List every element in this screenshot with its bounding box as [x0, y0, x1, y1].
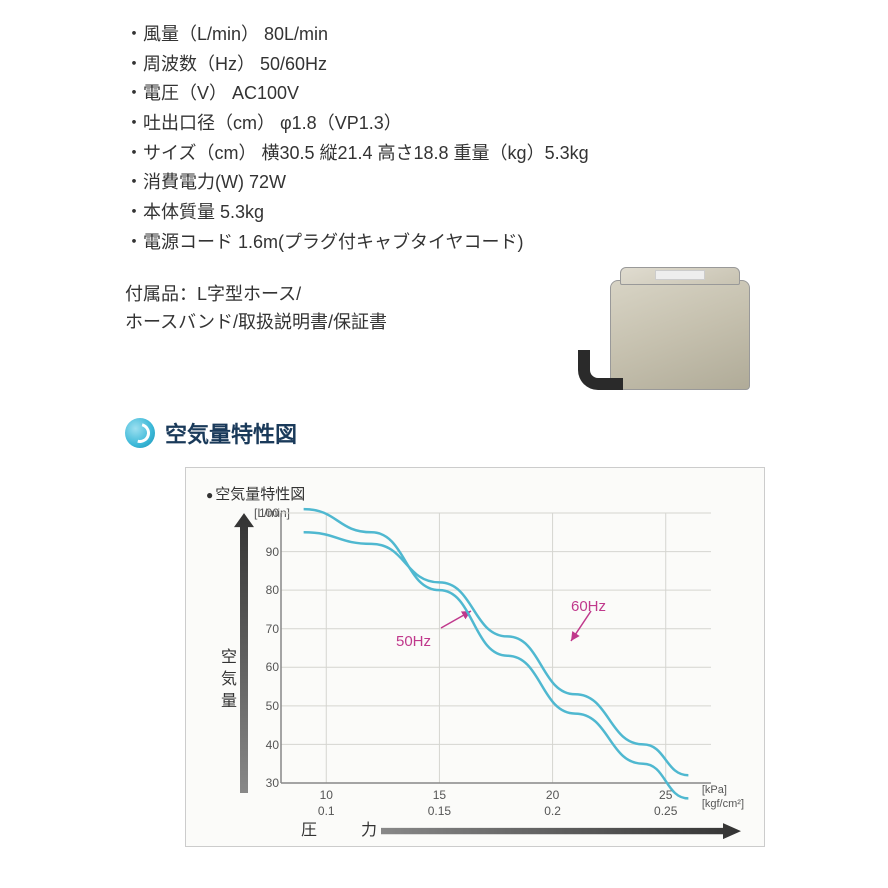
x-tick: 200.2 — [533, 788, 573, 819]
y-tick: 100 — [259, 506, 279, 520]
spec-item: 消費電力(W) 72W — [125, 168, 858, 198]
series-label: 50Hz — [396, 633, 431, 650]
x-tick: 100.1 — [306, 788, 346, 819]
swirl-icon — [125, 418, 155, 448]
x-axis-arrow — [381, 823, 741, 839]
product-image — [570, 255, 770, 405]
spec-item: 風量（L/min） 80L/min — [125, 20, 858, 50]
x-tick: 150.15 — [419, 788, 459, 819]
spec-item: サイズ（cm） 横30.5 縦21.4 高さ18.8 重量（kg）5.3kg — [125, 139, 858, 169]
y-tick: 90 — [259, 545, 279, 559]
y-tick: 80 — [259, 583, 279, 597]
spec-list: 風量（L/min） 80L/min周波数（Hz） 50/60Hz電圧（V） AC… — [125, 20, 858, 258]
spec-item: 吐出口径（cm） φ1.8（VP1.3） — [125, 109, 858, 139]
spec-item: 電源コード 1.6m(プラグ付キャブタイヤコード) — [125, 228, 858, 258]
x-axis-unit: [kPa] [kgf/cm²] — [702, 783, 744, 812]
spec-item: 本体質量 5.3kg — [125, 198, 858, 228]
chart-container: 空気量特性図 空気量 [L/min] 圧 力 [kPa] [kgf/cm²] 3… — [185, 467, 765, 847]
y-tick: 40 — [259, 738, 279, 752]
spec-item: 周波数（Hz） 50/60Hz — [125, 50, 858, 80]
x-tick: 250.25 — [646, 788, 686, 819]
chart-title: 空気量特性図 — [206, 483, 744, 504]
y-tick: 30 — [259, 776, 279, 790]
chart-svg — [281, 513, 711, 783]
section-header: 空気量特性図 — [125, 417, 858, 449]
spec-item: 電圧（V） AC100V — [125, 79, 858, 109]
section-title: 空気量特性図 — [165, 417, 297, 449]
y-tick: 50 — [259, 699, 279, 713]
y-axis-label: 空気量 — [214, 648, 238, 714]
x-axis-label: 圧 力 — [301, 816, 391, 840]
chart-plot-area: 30405060708090100100.1150.15200.2250.255… — [281, 513, 711, 783]
y-tick: 70 — [259, 622, 279, 636]
y-tick: 60 — [259, 660, 279, 674]
series-label: 60Hz — [571, 598, 606, 615]
